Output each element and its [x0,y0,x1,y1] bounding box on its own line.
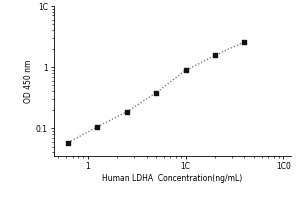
Point [242,40,247,43]
Point [95,125,100,128]
Point [124,110,129,113]
Point [154,91,159,94]
Point [213,54,218,57]
Point [65,141,70,144]
X-axis label: Human LDHA  Concentration(ng/mL): Human LDHA Concentration(ng/mL) [102,174,243,183]
Y-axis label: OD 450 nm: OD 450 nm [24,59,33,103]
Point [183,69,188,72]
